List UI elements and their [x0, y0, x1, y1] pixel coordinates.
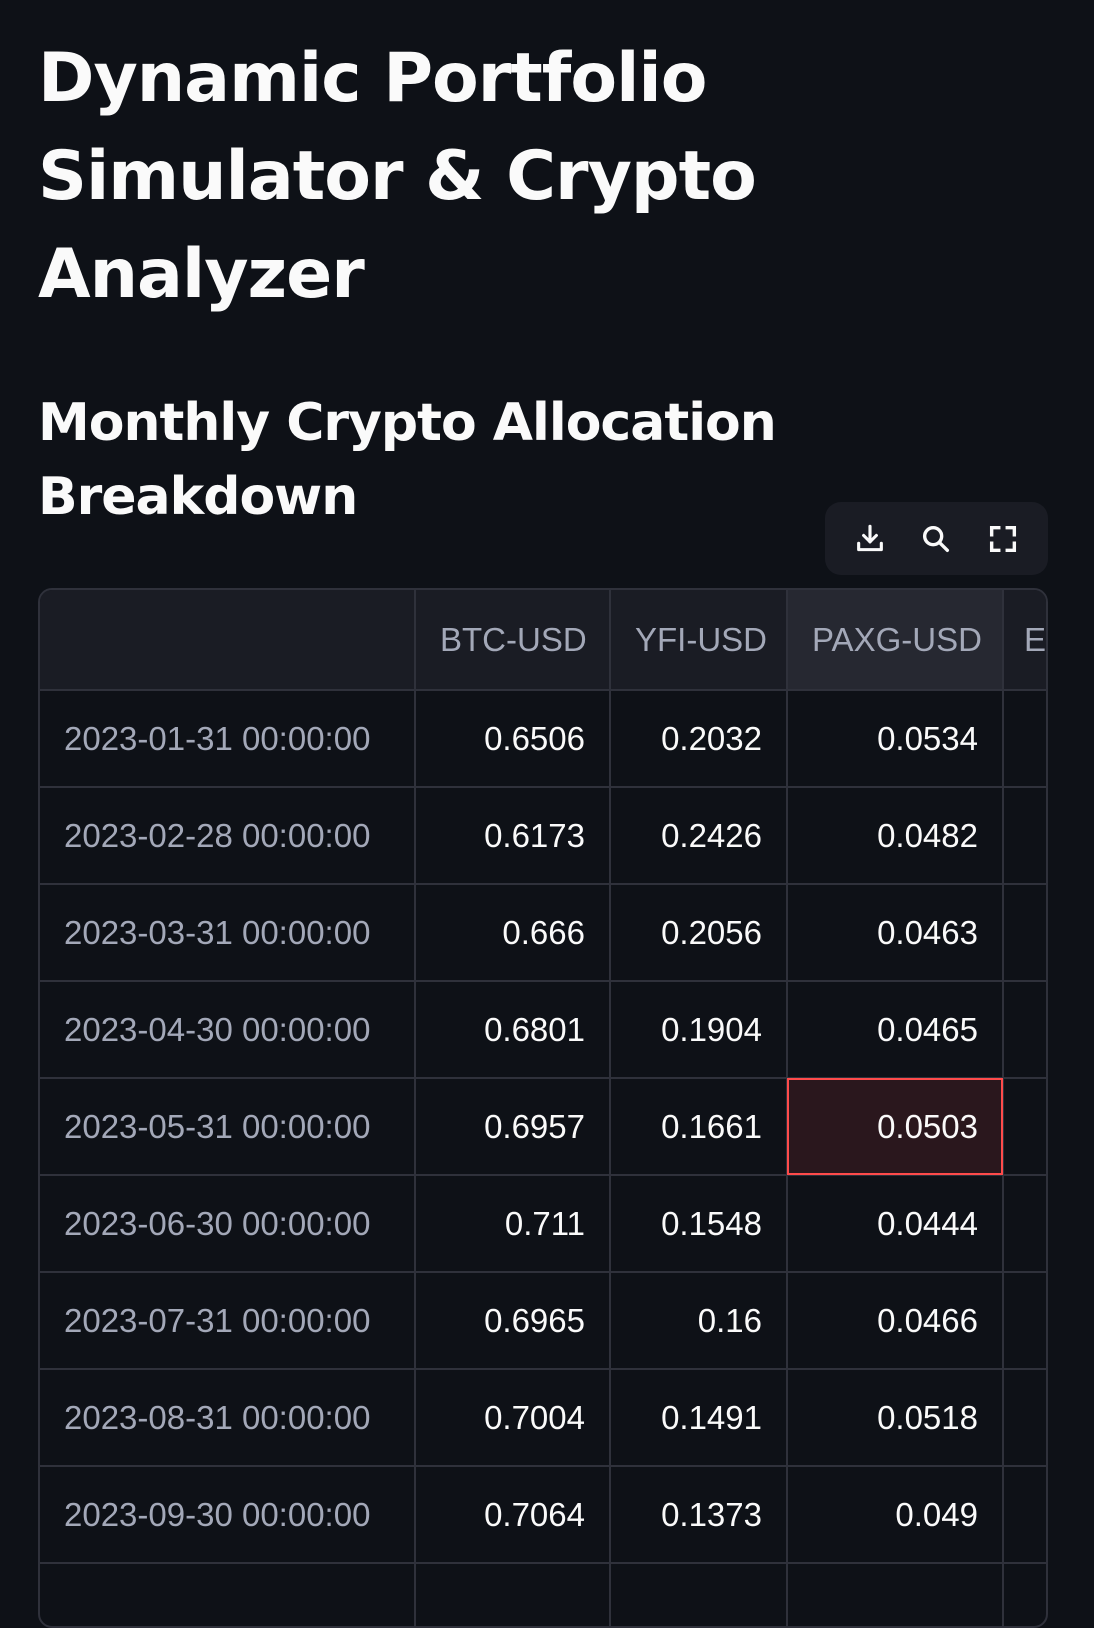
btc-cell[interactable]: 0.6506 — [415, 690, 611, 788]
search-button[interactable] — [912, 515, 960, 563]
search-icon — [923, 525, 950, 552]
paxg-cell[interactable]: 0.0518 — [787, 1369, 1004, 1467]
yfi-cell[interactable]: 0.2426 — [610, 787, 788, 885]
row-index-cell[interactable]: 2023-09-30 00:00:00 — [40, 1466, 416, 1564]
eth-cell[interactable] — [1003, 1466, 1046, 1564]
paxg-cell[interactable]: 0.0463 — [787, 884, 1004, 982]
btc-cell[interactable]: 0.6801 — [415, 981, 611, 1079]
row-index-cell[interactable]: 2023-08-31 00:00:00 — [40, 1369, 416, 1467]
download-icon — [857, 524, 884, 551]
table-row: 2023-01-31 00:00:00 0.6506 0.2032 0.0534 — [40, 690, 1046, 788]
yfi-cell[interactable]: 0.16 — [610, 1272, 788, 1370]
paxg-cell[interactable]: 0.0534 — [787, 690, 1004, 788]
fullscreen-button[interactable] — [979, 515, 1027, 563]
yfi-cell[interactable]: 0.1491 — [610, 1369, 788, 1467]
eth-cell[interactable] — [1003, 690, 1046, 788]
yfi-cell[interactable]: 0.1904 — [610, 981, 788, 1079]
eth-cell[interactable] — [1003, 1563, 1046, 1626]
column-header-yfi[interactable]: YFI-USD — [610, 590, 788, 691]
btc-cell[interactable]: 0.711 — [415, 1175, 611, 1273]
btc-cell[interactable]: 0.6965 — [415, 1272, 611, 1370]
table-row: 2023-05-31 00:00:00 0.6957 0.1661 0.0503 — [40, 1078, 1046, 1176]
paxg-cell[interactable]: 0.0465 — [787, 981, 1004, 1079]
eth-cell[interactable] — [1003, 1272, 1046, 1370]
eth-cell[interactable] — [1003, 787, 1046, 885]
paxg-cell[interactable]: 0.049 — [787, 1466, 1004, 1564]
yfi-cell[interactable]: 0.1548 — [610, 1175, 788, 1273]
btc-cell[interactable]: 0.7064 — [415, 1466, 611, 1564]
index-column-header[interactable] — [40, 590, 416, 691]
row-index-cell[interactable]: 2023-06-30 00:00:00 — [40, 1175, 416, 1273]
paxg-cell[interactable] — [787, 1563, 1004, 1626]
eth-cell[interactable] — [1003, 1175, 1046, 1273]
page-title: Dynamic Portfolio Simulator & Crypto Ana… — [38, 39, 757, 314]
btc-cell[interactable] — [415, 1563, 611, 1626]
row-index-cell[interactable]: 2023-02-28 00:00:00 — [40, 787, 416, 885]
btc-cell[interactable]: 0.6957 — [415, 1078, 611, 1176]
row-index-cell[interactable]: 2023-03-31 00:00:00 — [40, 884, 416, 982]
eth-cell[interactable] — [1003, 1078, 1046, 1176]
table-row: 2023-03-31 00:00:00 0.666 0.2056 0.0463 — [40, 884, 1046, 982]
yfi-cell[interactable] — [610, 1563, 788, 1626]
table-row: 2023-08-31 00:00:00 0.7004 0.1491 0.0518 — [40, 1369, 1046, 1467]
table-row: 2023-02-28 00:00:00 0.6173 0.2426 0.0482 — [40, 787, 1046, 885]
paxg-cell[interactable]: 0.0482 — [787, 787, 1004, 885]
eth-cell[interactable] — [1003, 981, 1046, 1079]
row-index-cell[interactable] — [40, 1563, 416, 1626]
yfi-cell[interactable]: 0.1373 — [610, 1466, 788, 1564]
table-header-row: BTC-USD YFI-USD PAXG-USD E — [40, 590, 1046, 691]
row-index-cell[interactable]: 2023-07-31 00:00:00 — [40, 1272, 416, 1370]
column-header-btc[interactable]: BTC-USD — [415, 590, 611, 691]
paxg-cell[interactable]: 0.0466 — [787, 1272, 1004, 1370]
btc-cell[interactable]: 0.6173 — [415, 787, 611, 885]
eth-cell[interactable] — [1003, 1369, 1046, 1467]
column-header-paxg[interactable]: PAXG-USD — [787, 590, 1004, 691]
table-row: 2023-09-30 00:00:00 0.7064 0.1373 0.049 — [40, 1466, 1046, 1564]
yfi-cell[interactable]: 0.2056 — [610, 884, 788, 982]
eth-cell[interactable] — [1003, 884, 1046, 982]
paxg-cell[interactable]: 0.0444 — [787, 1175, 1004, 1273]
btc-cell[interactable]: 0.666 — [415, 884, 611, 982]
table-row: 2023-04-30 00:00:00 0.6801 0.1904 0.0465 — [40, 981, 1046, 1079]
allocation-table[interactable]: BTC-USD YFI-USD PAXG-USD E 2023-01-31 00… — [38, 588, 1048, 1628]
row-index-cell[interactable]: 2023-01-31 00:00:00 — [40, 690, 416, 788]
download-button[interactable] — [846, 515, 894, 563]
fullscreen-icon — [989, 525, 1016, 552]
btc-cell[interactable]: 0.7004 — [415, 1369, 611, 1467]
yfi-cell[interactable]: 0.1661 — [610, 1078, 788, 1176]
dataframe-toolbar — [825, 502, 1048, 575]
paxg-cell-selected[interactable]: 0.0503 — [787, 1078, 1004, 1176]
table-row: 2023-06-30 00:00:00 0.711 0.1548 0.0444 — [40, 1175, 1046, 1273]
yfi-cell[interactable]: 0.2032 — [610, 690, 788, 788]
table-row — [40, 1563, 1046, 1626]
column-header-eth[interactable]: E — [1003, 590, 1046, 691]
table-row: 2023-07-31 00:00:00 0.6965 0.16 0.0466 — [40, 1272, 1046, 1370]
section-title: Monthly Crypto Allocation Breakdown — [38, 393, 777, 527]
row-index-cell[interactable]: 2023-04-30 00:00:00 — [40, 981, 416, 1079]
row-index-cell[interactable]: 2023-05-31 00:00:00 — [40, 1078, 416, 1176]
